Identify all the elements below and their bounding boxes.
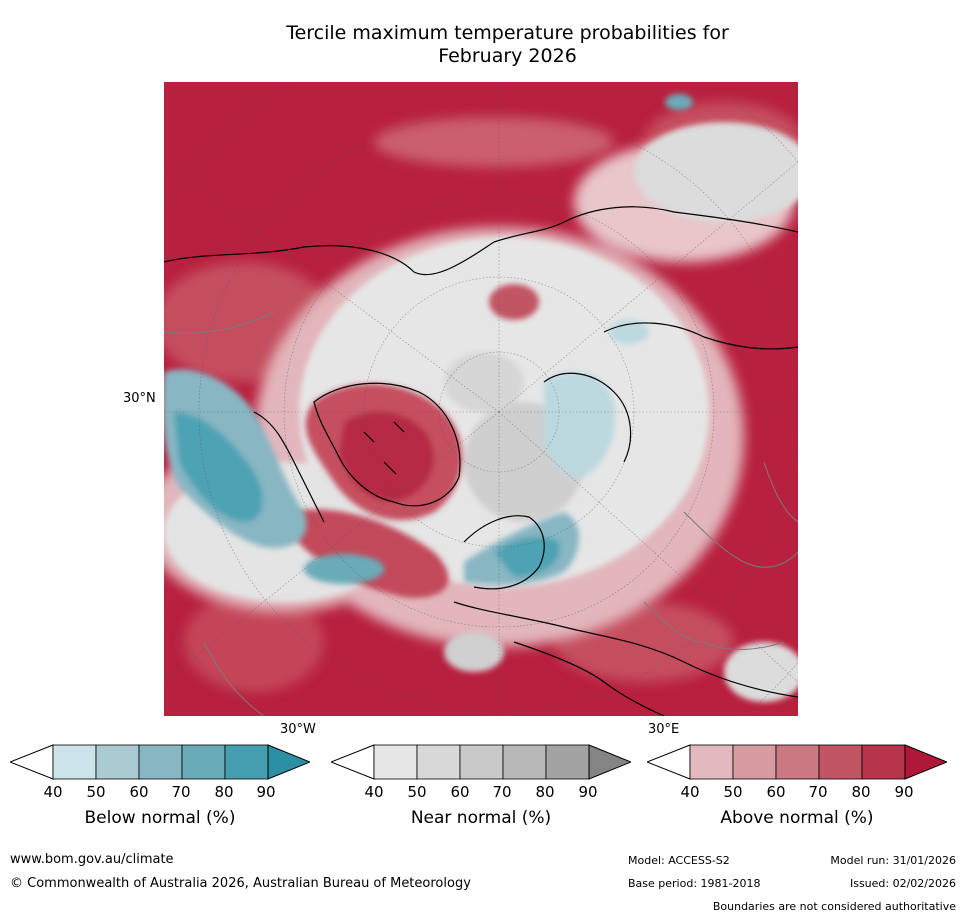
footer-disclaimer: Boundaries are not considered authoritat… — [712, 900, 956, 913]
colorbar-below-segment-60 — [138, 744, 183, 780]
footer-website: www.bom.gov.au/climate — [10, 852, 174, 867]
lon-label-30w: 30°W — [280, 722, 316, 737]
colorbar-above-svg — [645, 744, 949, 780]
colorbar-above-normal — [645, 744, 949, 780]
colorbar-above-low-extension — [645, 744, 691, 780]
tick-above-70: 70 — [808, 783, 828, 801]
footer-base-period: Base period: 1981-2018 — [628, 877, 761, 890]
tick-below-80: 80 — [214, 783, 234, 801]
colorbar-near-segment-60 — [459, 744, 504, 780]
colorbar-near-svg — [329, 744, 633, 780]
tick-near-90: 90 — [578, 783, 598, 801]
tick-below-40: 40 — [43, 783, 63, 801]
tick-below-60: 60 — [129, 783, 149, 801]
tick-near-80: 80 — [535, 783, 555, 801]
colorbar-near-segment-70 — [502, 744, 547, 780]
colorbar-below-segment-50 — [95, 744, 140, 780]
colorbar-above-segment-50 — [732, 744, 777, 780]
tick-below-50: 50 — [86, 783, 106, 801]
colorbar-below-segment-70 — [181, 744, 226, 780]
colorbar-above-segment-70 — [818, 744, 863, 780]
footer-issued: Issued: 02/02/2026 — [849, 877, 956, 890]
chart-title: Tercile maximum temperature probabilitie… — [160, 22, 855, 68]
colorbar-near-segment-80 — [545, 744, 590, 780]
tick-near-60: 60 — [450, 783, 470, 801]
probability-map — [164, 82, 798, 716]
colorbar-near-segment-40 — [373, 744, 418, 780]
tick-above-80: 80 — [851, 783, 871, 801]
colorbar-above-high-extension — [904, 744, 949, 780]
title-line-1: Tercile maximum temperature probabilitie… — [286, 22, 729, 67]
colorbar-near-segment-50 — [416, 744, 461, 780]
colorbar-below-title: Below normal (%) — [84, 808, 236, 828]
colorbar-above-segment-60 — [775, 744, 820, 780]
tick-near-70: 70 — [492, 783, 512, 801]
tick-below-90: 90 — [256, 783, 276, 801]
colorbar-near-high-extension — [588, 744, 633, 780]
colorbar-below-normal — [8, 744, 312, 780]
tick-near-50: 50 — [407, 783, 427, 801]
above-normal-greenland — [294, 284, 539, 598]
colorbar-below-svg — [8, 744, 312, 780]
graticule — [164, 82, 798, 716]
country-borders — [164, 311, 798, 716]
colorbar-above-title: Above normal (%) — [720, 808, 874, 828]
tick-near-40: 40 — [364, 783, 384, 801]
footer-model-run: Model run: 31/01/2026 — [830, 854, 956, 867]
colorbar-near-low-extension — [329, 744, 375, 780]
colorbar-near-normal — [329, 744, 633, 780]
tick-above-40: 40 — [680, 783, 700, 801]
footer-model: Model: ACCESS-S2 — [628, 854, 730, 867]
tick-above-60: 60 — [766, 783, 786, 801]
tick-above-50: 50 — [723, 783, 743, 801]
colorbar-above-segment-80 — [861, 744, 906, 780]
coastlines — [164, 206, 798, 716]
colorbar-above-segment-40 — [689, 744, 734, 780]
lat-label-30n: 30°N — [123, 391, 156, 406]
lon-label-30e: 30°E — [648, 722, 680, 737]
colorbar-below-high-extension — [267, 744, 312, 780]
colorbar-below-segment-80 — [224, 744, 269, 780]
footer-copyright: © Commonwealth of Australia 2026, Austra… — [10, 876, 471, 891]
map-canvas — [164, 82, 798, 716]
colorbar-near-title: Near normal (%) — [410, 808, 552, 828]
tick-above-90: 90 — [894, 783, 914, 801]
tick-below-70: 70 — [171, 783, 191, 801]
colorbar-below-segment-40 — [52, 744, 97, 780]
colorbar-below-low-extension — [8, 744, 54, 780]
